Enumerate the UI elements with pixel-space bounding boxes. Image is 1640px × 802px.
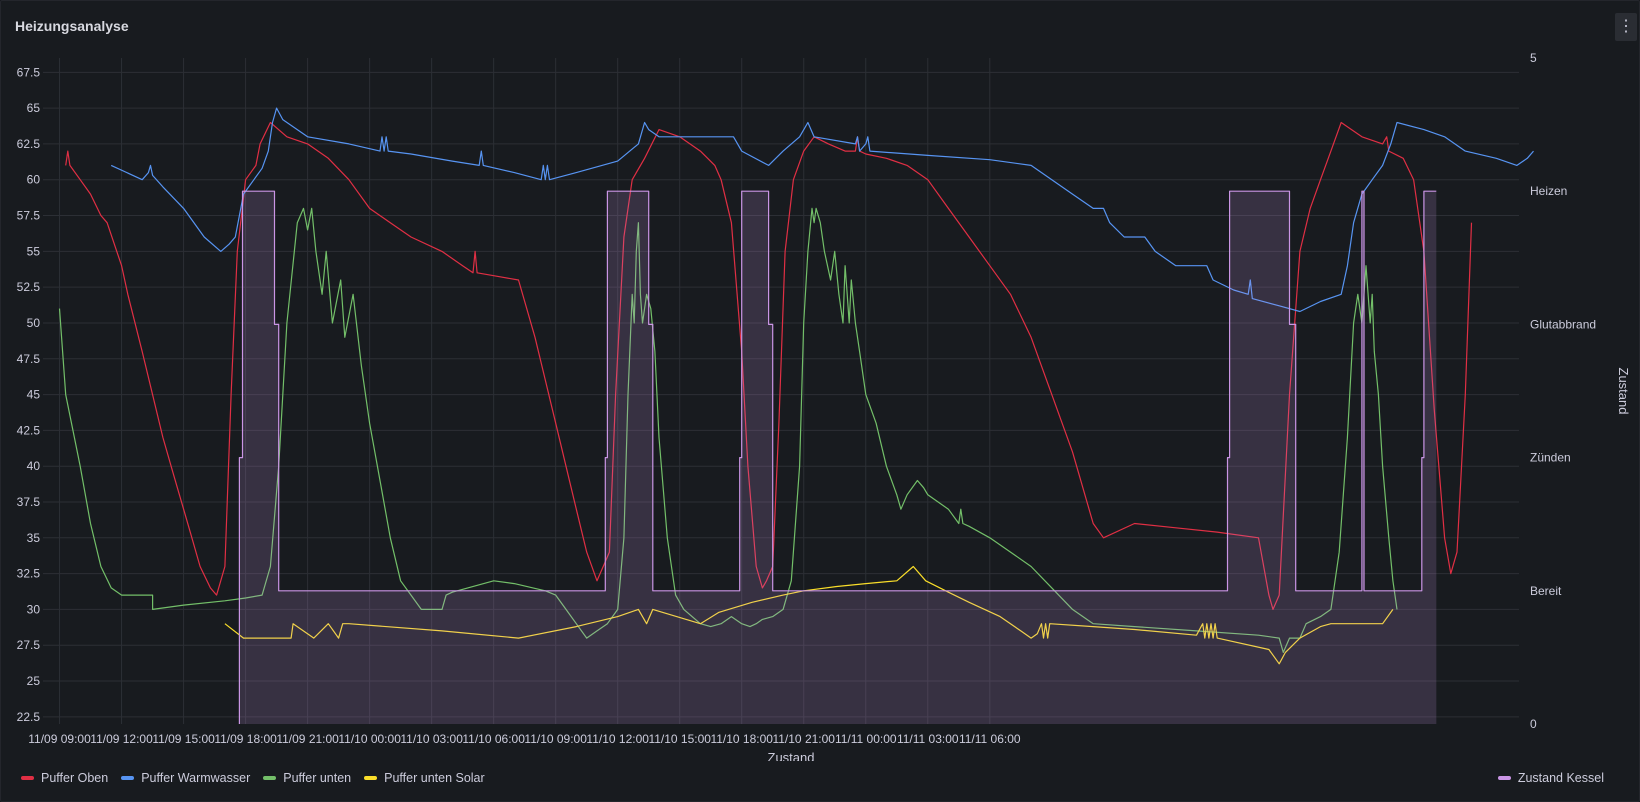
y-tick-label-left: 32.5 <box>17 567 41 581</box>
x-tick-label: 11/10 03:00 <box>400 732 463 746</box>
legend-right: Zustand Kessel <box>1497 771 1617 785</box>
y-tick-label-left: 50 <box>27 316 41 330</box>
x-tick-label: 11/11 03:00 <box>897 732 959 746</box>
y-tick-label-left: 42.5 <box>17 423 41 437</box>
legend-item[interactable]: Puffer unten Solar <box>364 771 485 785</box>
legend-label: Puffer unten Solar <box>384 771 485 785</box>
x-tick-label: 11/11 06:00 <box>959 732 1021 746</box>
legend-left: Puffer Oben Puffer Warmwasser Puffer unten… <box>21 771 498 785</box>
series-fill-zustand-kessel <box>239 191 1437 724</box>
series-line-zustand-kessel <box>238 190 1437 724</box>
legend-swatch <box>21 776 34 780</box>
y-tick-label-left: 35 <box>27 531 41 545</box>
x-tick-label: 11/10 18:00 <box>710 732 773 746</box>
y-tick-label-right: Heizen <box>1530 184 1567 198</box>
x-tick-label: 11/09 15:00 <box>152 732 215 746</box>
y-tick-label-left: 65 <box>27 101 41 115</box>
legend-swatch <box>263 776 277 780</box>
x-tick-label: 11/10 09:00 <box>524 732 587 746</box>
legend-label: Puffer Oben <box>41 771 109 785</box>
x-tick-label: 11/09 09:00 <box>28 732 91 746</box>
x-tick-label: 11/11 00:00 <box>835 732 897 746</box>
y-axis-label-right: Zustand <box>1616 368 1631 415</box>
series-line-puffer-oben <box>65 121 1473 611</box>
legend-swatch <box>1497 776 1511 780</box>
legend-swatch <box>364 776 378 780</box>
legend-item[interactable]: Zustand Kessel <box>1497 771 1604 785</box>
legend-item[interactable]: Puffer Warmwasser <box>121 771 250 785</box>
kebab-menu-icon[interactable]: ⋮ <box>1615 13 1637 41</box>
grid <box>43 58 1519 724</box>
y-tick-label-left: 25 <box>27 674 41 688</box>
legend-item[interactable]: Puffer Oben <box>21 771 108 785</box>
y-tick-label-left: 22.5 <box>17 710 41 724</box>
legend-label: Zustand Kessel <box>1517 771 1604 785</box>
series-line-puffer-unten <box>58 207 1398 654</box>
x-tick-label: 11/09 21:00 <box>276 732 339 746</box>
series-line-puffer-unten-solar <box>224 565 1394 665</box>
x-tick-label: 11/09 12:00 <box>90 732 153 746</box>
y-tick-label-left: 55 <box>27 244 41 258</box>
x-tick-label: 11/10 12:00 <box>586 732 649 746</box>
y-tick-label-left: 62.5 <box>17 137 41 151</box>
y-tick-label-left: 37.5 <box>17 495 41 509</box>
x-axis-label: Zustand <box>768 750 815 761</box>
y-tick-label-right: 0 <box>1530 717 1537 731</box>
y-tick-label-right: 5 <box>1530 51 1537 65</box>
y-tick-label-right: Zünden <box>1530 451 1571 465</box>
y-tick-label-left: 52.5 <box>17 280 41 294</box>
y-tick-label-right: Glutabbrand <box>1530 317 1596 331</box>
y-tick-label-left: 60 <box>27 173 41 187</box>
y-tick-label-left: 40 <box>27 459 41 473</box>
x-tick-label: 11/10 06:00 <box>462 732 525 746</box>
legend-label: Puffer unten <box>283 771 352 785</box>
y-tick-label-left: 67.5 <box>17 65 41 79</box>
time-series-chart[interactable]: 22.52527.53032.53537.54042.54547.55052.5… <box>1 1 1640 761</box>
y-tick-label-left: 30 <box>27 602 41 616</box>
x-tick-label: 11/10 00:00 <box>338 732 401 746</box>
legend-label: Puffer Warmwasser <box>141 771 251 785</box>
panel-title: Heizungsanalyse <box>15 18 129 34</box>
series-line-puffer-warmwasser <box>110 107 1534 313</box>
y-tick-label-right: Bereit <box>1530 584 1562 598</box>
y-tick-label-left: 47.5 <box>17 352 41 366</box>
x-tick-label: 11/10 15:00 <box>648 732 711 746</box>
y-tick-label-left: 45 <box>27 388 41 402</box>
y-tick-label-left: 57.5 <box>17 209 41 223</box>
legend-item[interactable]: Puffer unten <box>263 771 351 785</box>
x-tick-label: 11/09 18:00 <box>214 732 277 746</box>
legend-swatch <box>121 776 135 780</box>
x-tick-label: 11/10 21:00 <box>772 732 835 746</box>
y-tick-label-left: 27.5 <box>17 638 41 652</box>
